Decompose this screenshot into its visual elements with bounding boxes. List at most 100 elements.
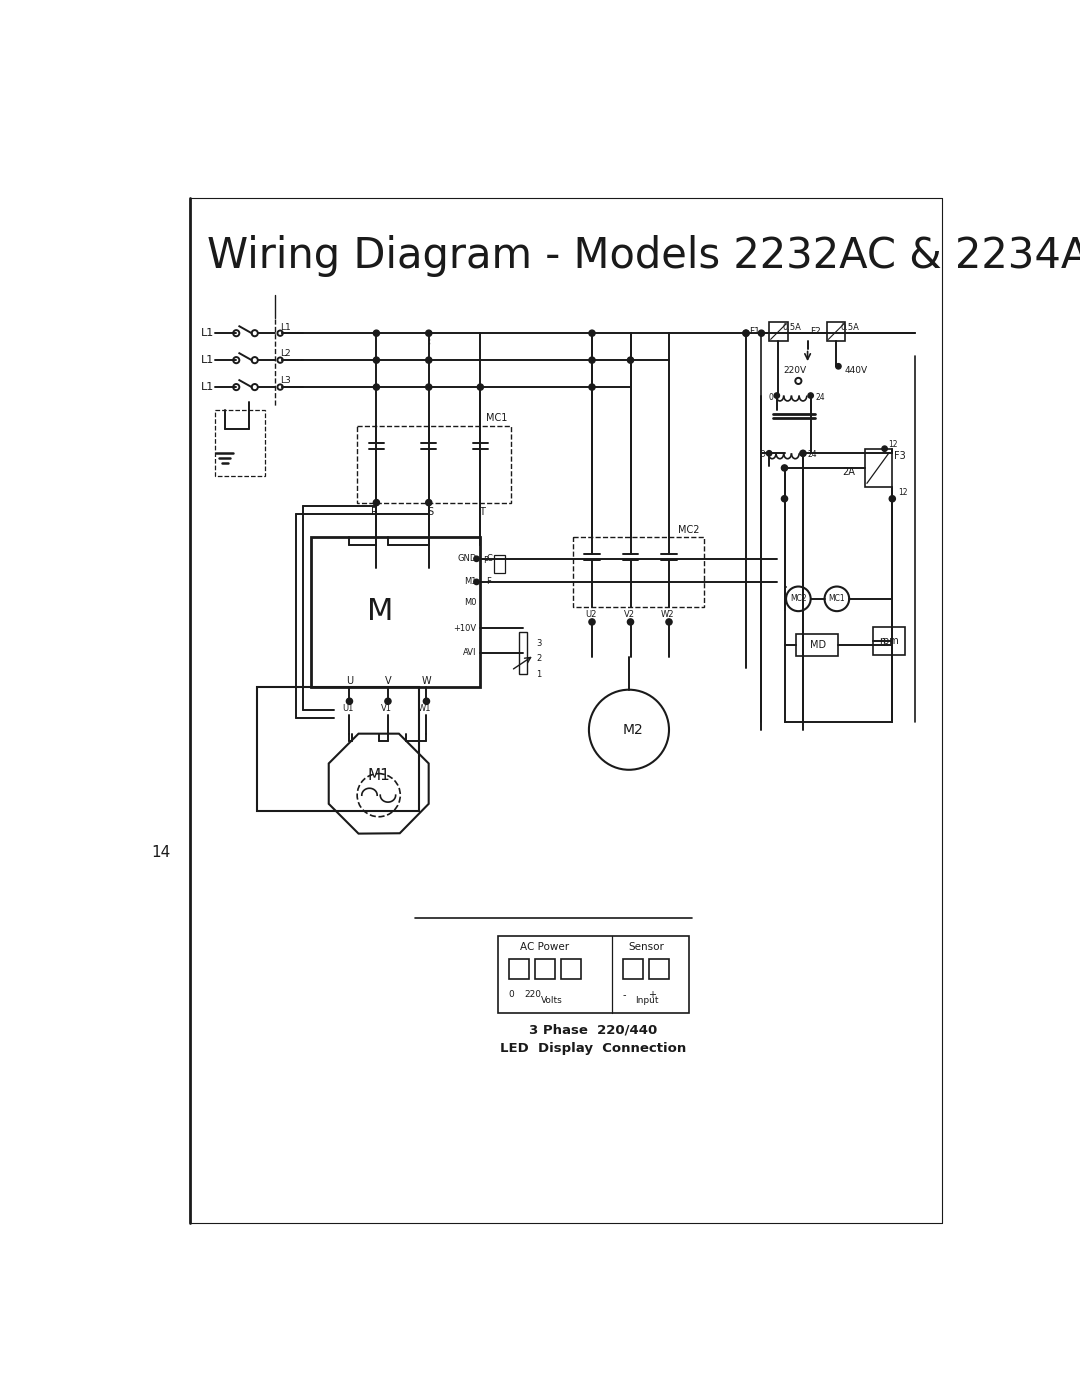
Text: L2: L2 [280, 349, 291, 359]
Text: 3: 3 [537, 638, 542, 648]
Text: T: T [478, 507, 485, 517]
Circle shape [774, 393, 780, 398]
Text: W1: W1 [418, 704, 432, 714]
Circle shape [889, 496, 895, 502]
Circle shape [758, 330, 765, 337]
Text: 0: 0 [509, 990, 514, 999]
Text: 3 Phase  220/440: 3 Phase 220/440 [529, 1024, 658, 1037]
Bar [357, 426, 511, 503]
Text: 12: 12 [899, 488, 908, 497]
Bar [769, 323, 787, 341]
Text: F2: F2 [810, 327, 821, 337]
Bar [518, 631, 527, 675]
Circle shape [374, 500, 379, 506]
Circle shape [589, 619, 595, 624]
Circle shape [743, 330, 750, 337]
Bar [495, 555, 505, 573]
Text: U: U [346, 676, 353, 686]
Text: GND: GND [457, 555, 476, 563]
Text: +: + [648, 989, 656, 1000]
Bar [257, 687, 419, 810]
Circle shape [589, 384, 595, 390]
Circle shape [426, 330, 432, 337]
Bar [311, 538, 481, 687]
Circle shape [426, 384, 432, 390]
Text: F1: F1 [750, 327, 760, 337]
Circle shape [474, 556, 480, 562]
Circle shape [426, 358, 432, 363]
Bar [865, 448, 892, 488]
Text: 0.5A: 0.5A [840, 323, 860, 331]
Bar [535, 960, 555, 979]
Circle shape [384, 698, 391, 704]
Bar [498, 936, 689, 1013]
Bar [509, 960, 529, 979]
Text: V1: V1 [381, 704, 392, 714]
Text: MC1: MC1 [486, 414, 508, 423]
Circle shape [374, 358, 379, 363]
Text: L1: L1 [201, 328, 214, 338]
Text: 2A: 2A [842, 467, 855, 476]
Text: 0: 0 [768, 393, 773, 401]
Text: W2: W2 [661, 609, 674, 619]
Text: V: V [384, 676, 391, 686]
Text: Sensor: Sensor [629, 942, 664, 951]
Text: AC Power: AC Power [519, 942, 569, 951]
Text: M1: M1 [367, 768, 390, 784]
Text: 24: 24 [815, 393, 825, 401]
Text: D: D [759, 450, 766, 460]
Circle shape [589, 330, 595, 337]
Text: 24: 24 [808, 450, 818, 460]
Text: MC1: MC1 [828, 594, 846, 604]
Text: AVI: AVI [463, 648, 476, 657]
Text: 0.5A: 0.5A [783, 323, 801, 331]
Text: C: C [486, 555, 492, 563]
Text: P: P [483, 556, 488, 564]
Bar [215, 411, 265, 475]
Circle shape [374, 330, 379, 337]
Text: 12: 12 [889, 440, 897, 450]
Circle shape [782, 465, 787, 471]
Circle shape [800, 451, 806, 455]
Text: L1: L1 [201, 383, 214, 393]
Text: F: F [486, 577, 491, 587]
Circle shape [347, 698, 352, 704]
Circle shape [627, 619, 634, 624]
Circle shape [666, 619, 672, 624]
Text: MD: MD [810, 640, 826, 650]
Text: 2: 2 [537, 654, 542, 664]
Circle shape [782, 496, 787, 502]
Text: M2: M2 [622, 722, 644, 736]
Text: +10V: +10V [454, 623, 476, 633]
Circle shape [423, 698, 430, 704]
Circle shape [589, 358, 595, 363]
Text: U1: U1 [342, 704, 353, 714]
Text: Input: Input [635, 996, 659, 1006]
Text: S: S [428, 507, 433, 517]
Circle shape [477, 384, 484, 390]
Text: -: - [623, 989, 626, 1000]
Circle shape [374, 384, 379, 390]
Bar [572, 538, 704, 606]
Bar [623, 960, 643, 979]
Text: L3: L3 [280, 376, 291, 386]
Text: U2: U2 [584, 609, 596, 619]
Text: M: M [367, 598, 393, 626]
Text: 14: 14 [151, 845, 171, 861]
Circle shape [767, 451, 772, 455]
Text: 220V: 220V [783, 366, 806, 374]
Circle shape [743, 330, 750, 337]
Text: MC2: MC2 [791, 594, 807, 604]
Text: R: R [372, 507, 378, 517]
Bar [649, 960, 669, 979]
Circle shape [882, 446, 888, 451]
Text: L1: L1 [201, 355, 214, 365]
Bar [796, 634, 838, 655]
Circle shape [426, 500, 432, 506]
Text: rpm: rpm [879, 636, 899, 647]
Circle shape [800, 450, 806, 457]
Bar [827, 323, 846, 341]
Circle shape [627, 358, 634, 363]
Circle shape [808, 393, 813, 398]
Circle shape [474, 580, 480, 584]
